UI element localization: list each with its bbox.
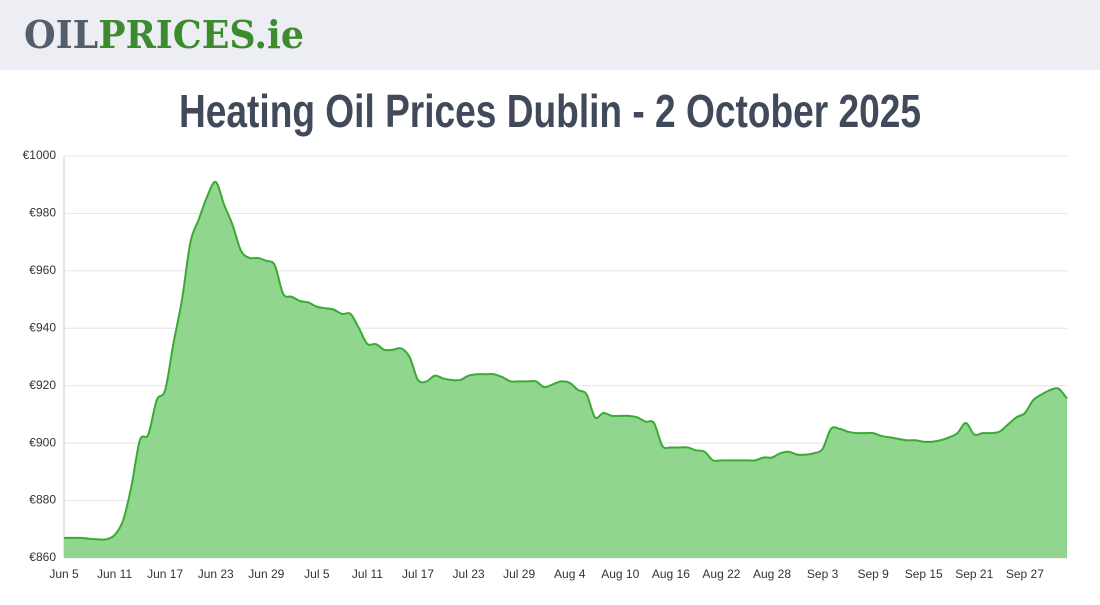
x-tick-label: Aug 10 [601,567,639,581]
x-tick-label: Jun 5 [49,567,79,581]
x-tick-label: Aug 22 [702,567,740,581]
y-tick-label: €980 [29,206,56,220]
x-tick-label: Aug 28 [753,567,791,581]
x-tick-label: Jul 11 [352,567,383,581]
x-tick-label: Jul 5 [304,567,330,581]
chart-title: Heating Oil Prices Dublin - 2 October 20… [179,85,921,137]
logo-part: PRICES.ie [98,12,304,57]
line [63,180,1068,541]
y-tick-label: €900 [29,435,56,449]
x-tick-label: Aug 16 [652,567,690,581]
x-tick-label: Jun 17 [147,567,183,581]
y-tick-label: €880 [29,493,56,507]
y-tick-label: €920 [29,378,56,392]
logo-part: OIL [24,12,98,57]
x-tick-label: Sep 15 [905,567,943,581]
x-tick-label: Sep 27 [1006,567,1044,581]
x-tick-label: Sep 3 [807,567,839,581]
x-tick-label: Jul 17 [402,567,434,581]
chart: €860 €880 €900 €920 €940 €960 €980 €1000 Jun 5 Ju… [23,148,1068,581]
y-tick-label: €1000 [23,148,57,162]
x-tick-label: Aug 4 [554,567,586,581]
y-tick-label: €940 [29,320,56,334]
y-tick-label: €860 [29,550,56,564]
x-tick-label: Sep 9 [857,567,889,581]
x-tick-label: Jun 11 [97,567,132,581]
y-tick-label: €960 [29,263,56,277]
area [64,181,1067,559]
x-tick-label: Jul 29 [503,567,535,581]
x-tick-label: Jul 23 [453,567,485,581]
header-bar [0,0,1100,70]
x-tick-label: Jun 29 [248,567,284,581]
x-tick-label: Sep 21 [955,567,993,581]
logo[interactable]: OILPRICES.ie [24,12,304,57]
x-tick-label: Jun 23 [198,567,234,581]
